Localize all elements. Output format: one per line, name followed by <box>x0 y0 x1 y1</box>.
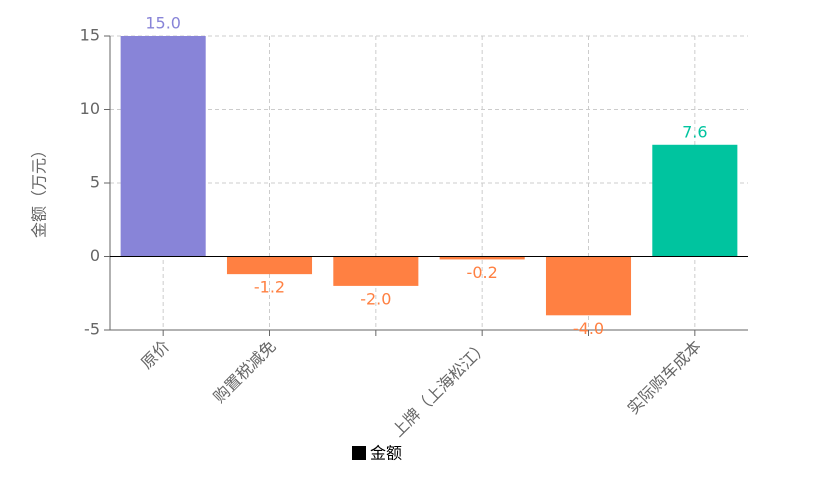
y-tick-label: -5 <box>84 320 100 339</box>
x-tick-label: 上牌（上海松江） <box>388 337 492 441</box>
value-label: -0.2 <box>467 263 498 282</box>
bar <box>652 144 738 257</box>
bar <box>545 256 632 316</box>
legend-label: 金额 <box>370 444 402 463</box>
y-axis-label: 金额（万元） <box>30 142 49 238</box>
legend-swatch <box>352 446 366 460</box>
bar <box>439 256 525 260</box>
x-tick-label: 实际购车成本 <box>624 337 705 418</box>
y-tick-label: 10 <box>80 99 100 118</box>
value-label: 7.6 <box>682 122 707 141</box>
x-tick-label: 购置税减免 <box>209 337 279 407</box>
value-label: -2.0 <box>360 289 391 308</box>
bar <box>120 36 206 257</box>
y-tick-label: 5 <box>90 173 100 192</box>
bar <box>333 256 419 286</box>
value-label: -4.0 <box>573 319 604 338</box>
y-tick-label: 0 <box>90 246 100 265</box>
value-label: 15.0 <box>145 14 181 33</box>
bar <box>226 256 313 275</box>
value-label: -1.2 <box>254 278 285 297</box>
y-tick-label: 15 <box>80 26 100 45</box>
x-tick-label: 原价 <box>137 337 173 373</box>
